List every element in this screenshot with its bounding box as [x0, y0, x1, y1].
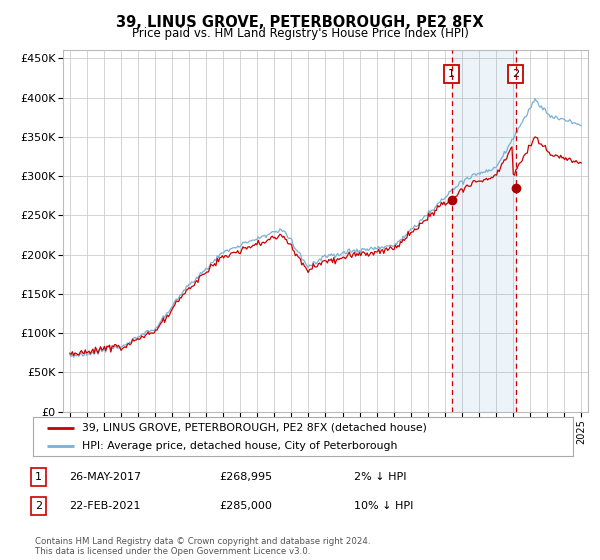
Text: HPI: Average price, detached house, City of Peterborough: HPI: Average price, detached house, City…: [82, 441, 397, 451]
Text: 1: 1: [35, 472, 42, 482]
Text: 1: 1: [448, 69, 455, 79]
Text: 26-MAY-2017: 26-MAY-2017: [69, 472, 141, 482]
Text: 39, LINUS GROVE, PETERBOROUGH, PE2 8FX: 39, LINUS GROVE, PETERBOROUGH, PE2 8FX: [116, 15, 484, 30]
Text: 2: 2: [512, 69, 519, 79]
Text: Contains HM Land Registry data © Crown copyright and database right 2024.
This d: Contains HM Land Registry data © Crown c…: [35, 536, 370, 556]
Text: £285,000: £285,000: [219, 501, 272, 511]
Text: 2: 2: [35, 501, 42, 511]
Text: Price paid vs. HM Land Registry's House Price Index (HPI): Price paid vs. HM Land Registry's House …: [131, 27, 469, 40]
Text: 10% ↓ HPI: 10% ↓ HPI: [354, 501, 413, 511]
Bar: [452, 50, 515, 412]
Text: 2% ↓ HPI: 2% ↓ HPI: [354, 472, 407, 482]
Text: £268,995: £268,995: [219, 472, 272, 482]
Text: 22-FEB-2021: 22-FEB-2021: [69, 501, 140, 511]
Text: 39, LINUS GROVE, PETERBOROUGH, PE2 8FX (detached house): 39, LINUS GROVE, PETERBOROUGH, PE2 8FX (…: [82, 423, 427, 433]
